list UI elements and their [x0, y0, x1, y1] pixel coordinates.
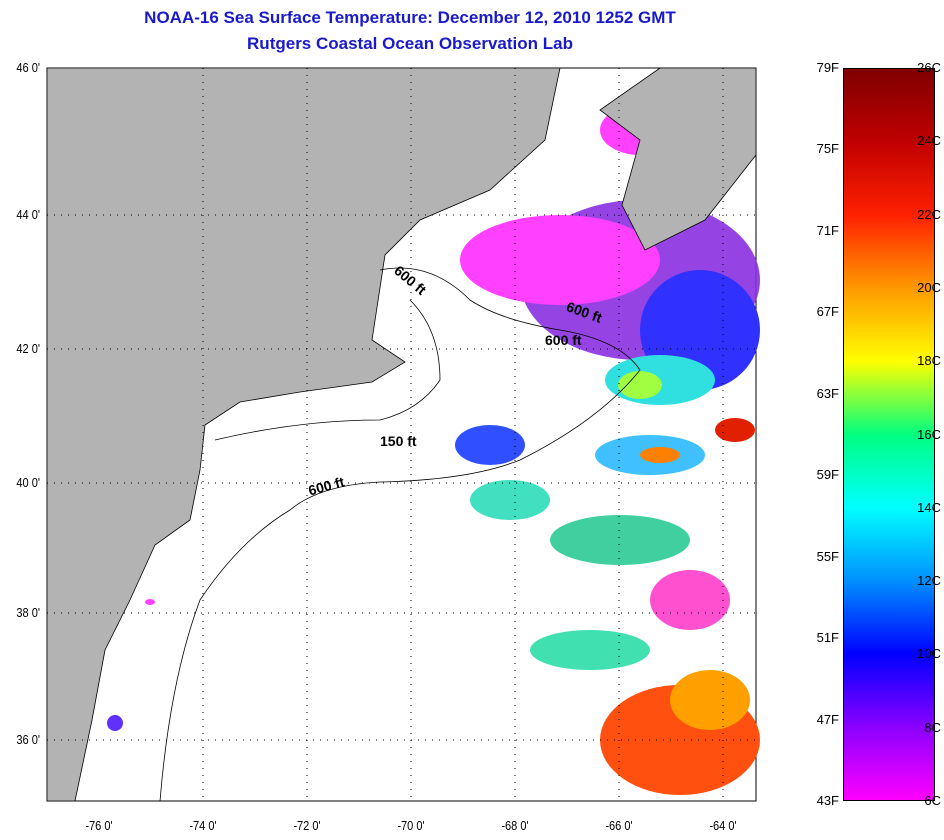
land [46, 67, 757, 802]
colorbar-f-label: 55F [816, 548, 839, 564]
colorbar-c-label: 26C [917, 60, 941, 75]
colorbar-c-label: 22C [917, 206, 941, 222]
map-subtitle: Rutgers Coastal Ocean Observation Lab [247, 34, 573, 53]
colorbar-c-label: 12C [917, 573, 941, 589]
sst-patches [107, 105, 760, 795]
colorbar-f-label: 51F [816, 630, 839, 646]
lat-label: 40 0' [16, 475, 40, 490]
lat-label: 44 0' [16, 207, 40, 222]
lon-label: -72 0' [293, 818, 321, 833]
temperature-colorbar [843, 68, 935, 801]
lat-label: 42 0' [16, 341, 40, 356]
contour-label: 150 ft [380, 433, 417, 449]
lon-label: -76 0' [85, 818, 113, 833]
lon-label: -74 0' [189, 818, 217, 833]
lat-label: 36 0' [16, 732, 40, 747]
lon-label: -66 0' [605, 818, 633, 833]
colorbar-c-label: 24C [917, 133, 941, 149]
colorbar-f-label: 75F [816, 141, 839, 157]
colorbar-f-label: 47F [816, 711, 839, 727]
contour-label: 600 ft [545, 332, 582, 348]
lon-label: -68 0' [501, 818, 529, 833]
colorbar-f-label: 79F [816, 60, 839, 75]
lat-label: 46 0' [16, 60, 40, 75]
colorbar-f-label: 63F [816, 385, 839, 401]
colorbar-c-label: 10C [917, 646, 941, 662]
colorbar-c-label: 14C [917, 499, 941, 515]
colorbar-c-label: 16C [917, 426, 941, 442]
colorbar-f-label: 71F [816, 222, 839, 238]
colorbar-c-label: 20C [917, 279, 941, 295]
colorbar-c-label: 8C [924, 719, 941, 735]
lat-label: 38 0' [16, 605, 40, 620]
map-title: NOAA-16 Sea Surface Temperature: Decembe… [144, 8, 676, 27]
colorbar-c-label: 18C [917, 353, 941, 369]
colorbar-f-label: 67F [816, 304, 839, 320]
depth-contours [159, 267, 641, 802]
colorbar-f-label: 59F [816, 467, 839, 483]
colorbar-f-label: 43F [816, 793, 839, 808]
lon-label: -70 0' [397, 818, 425, 833]
lon-label: -64 0' [709, 818, 737, 833]
colorbar-c-label: 6C [924, 793, 941, 808]
